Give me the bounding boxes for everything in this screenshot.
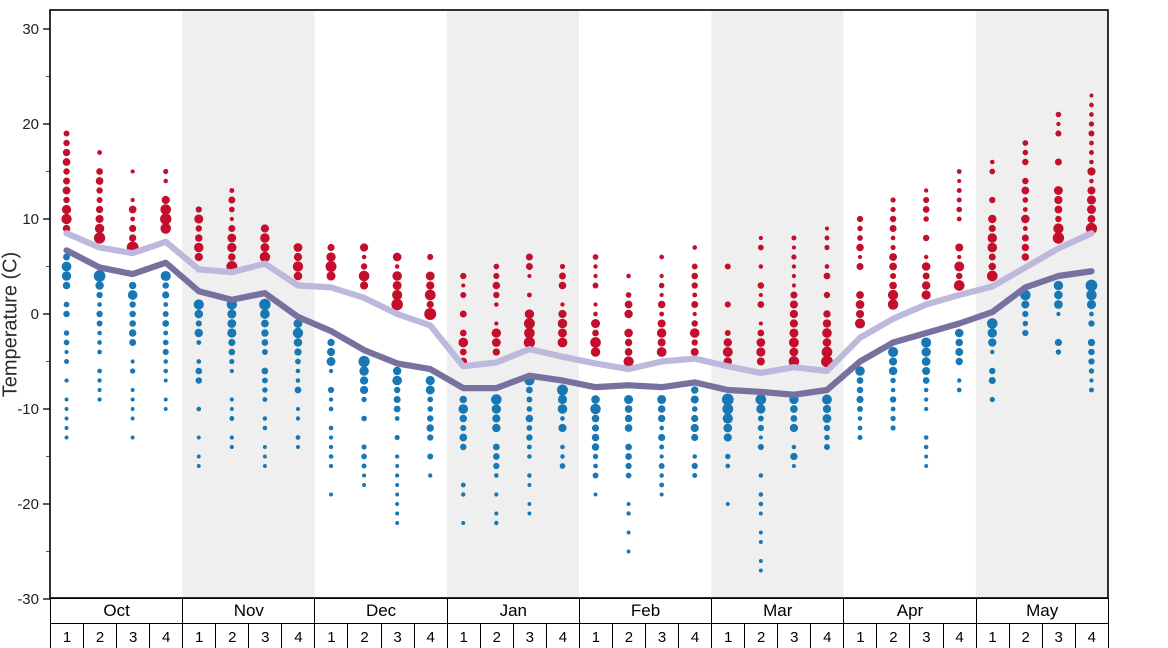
svg-text:0: 0 bbox=[31, 306, 39, 323]
